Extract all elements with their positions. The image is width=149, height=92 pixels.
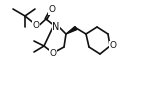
Polygon shape xyxy=(66,26,77,34)
Text: N: N xyxy=(52,22,60,32)
Text: O: O xyxy=(32,21,39,30)
Text: O: O xyxy=(49,6,55,15)
Text: O: O xyxy=(110,41,117,51)
Text: O: O xyxy=(49,48,56,58)
